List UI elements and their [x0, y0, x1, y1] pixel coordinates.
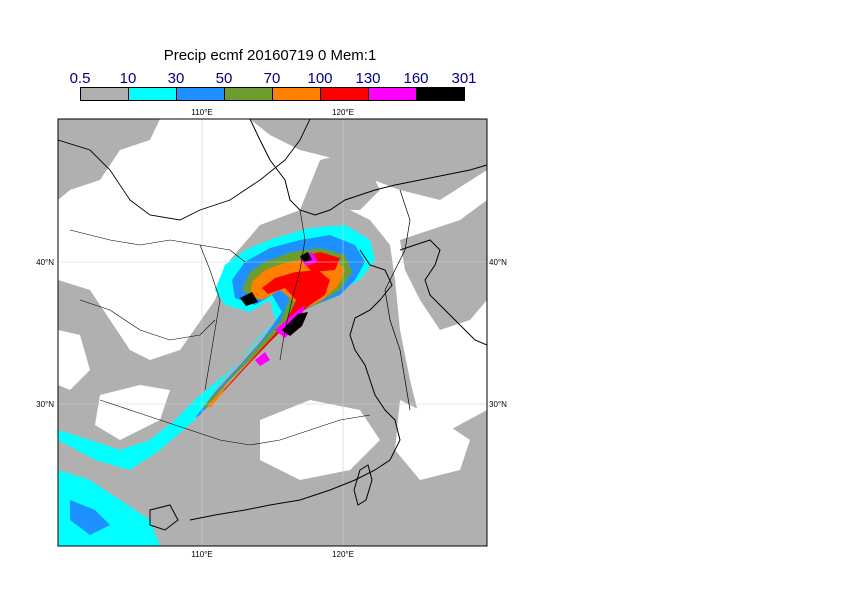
precip-area-light [58, 119, 160, 200]
precip-area-black [300, 252, 312, 262]
precip-area-light [250, 119, 487, 200]
legend-label: 100 [307, 70, 333, 87]
legend-label: 30 [167, 70, 185, 87]
precip-area-red [222, 270, 330, 392]
legend-label: 301 [451, 70, 477, 87]
lat-label-right: 40°N [489, 258, 507, 267]
lon-label-bottom: 110°E [191, 550, 212, 559]
legend-label: 0.5 [69, 70, 91, 87]
province-border [99, 399, 371, 446]
legend-label: 160 [403, 70, 429, 87]
country-border [384, 189, 411, 411]
precip-area-black [240, 292, 258, 306]
precip-area-light [400, 200, 487, 330]
province-border [69, 229, 246, 263]
precip-area-black [282, 312, 308, 336]
country-border [58, 119, 311, 221]
precip-area-light [58, 205, 487, 546]
color-legend: 0.5 10 30 50 70 100 130 160 301 [0, 0, 842, 110]
legend-label: 70 [263, 70, 281, 87]
province-border [199, 244, 221, 391]
lon-label-bottom: 120°E [332, 550, 354, 559]
legend-swatch [416, 87, 465, 101]
precip-area-magenta [255, 352, 270, 366]
coastline [189, 249, 401, 521]
map-title: Precip ecmf 20160719 0 Mem:1 [163, 47, 377, 64]
lat-label-left: 40°N [36, 258, 54, 267]
lon-label-top: 120°E [332, 108, 354, 117]
lon-label-top: 110°E [191, 108, 212, 117]
coastline [249, 119, 487, 216]
island-taiwan [353, 464, 373, 506]
province-border [279, 209, 306, 361]
map-frame [57, 118, 488, 547]
legend-label: 50 [215, 70, 233, 87]
coastline [399, 239, 487, 346]
lat-label-right: 30°N [489, 400, 507, 409]
island-hainan [149, 504, 179, 531]
province-border [79, 299, 216, 341]
legend-label: 130 [355, 70, 381, 87]
precip-field [58, 119, 487, 546]
precip-area-blue [70, 500, 110, 535]
lat-label-left: 30°N [36, 400, 54, 409]
legend-label: 10 [119, 70, 137, 87]
